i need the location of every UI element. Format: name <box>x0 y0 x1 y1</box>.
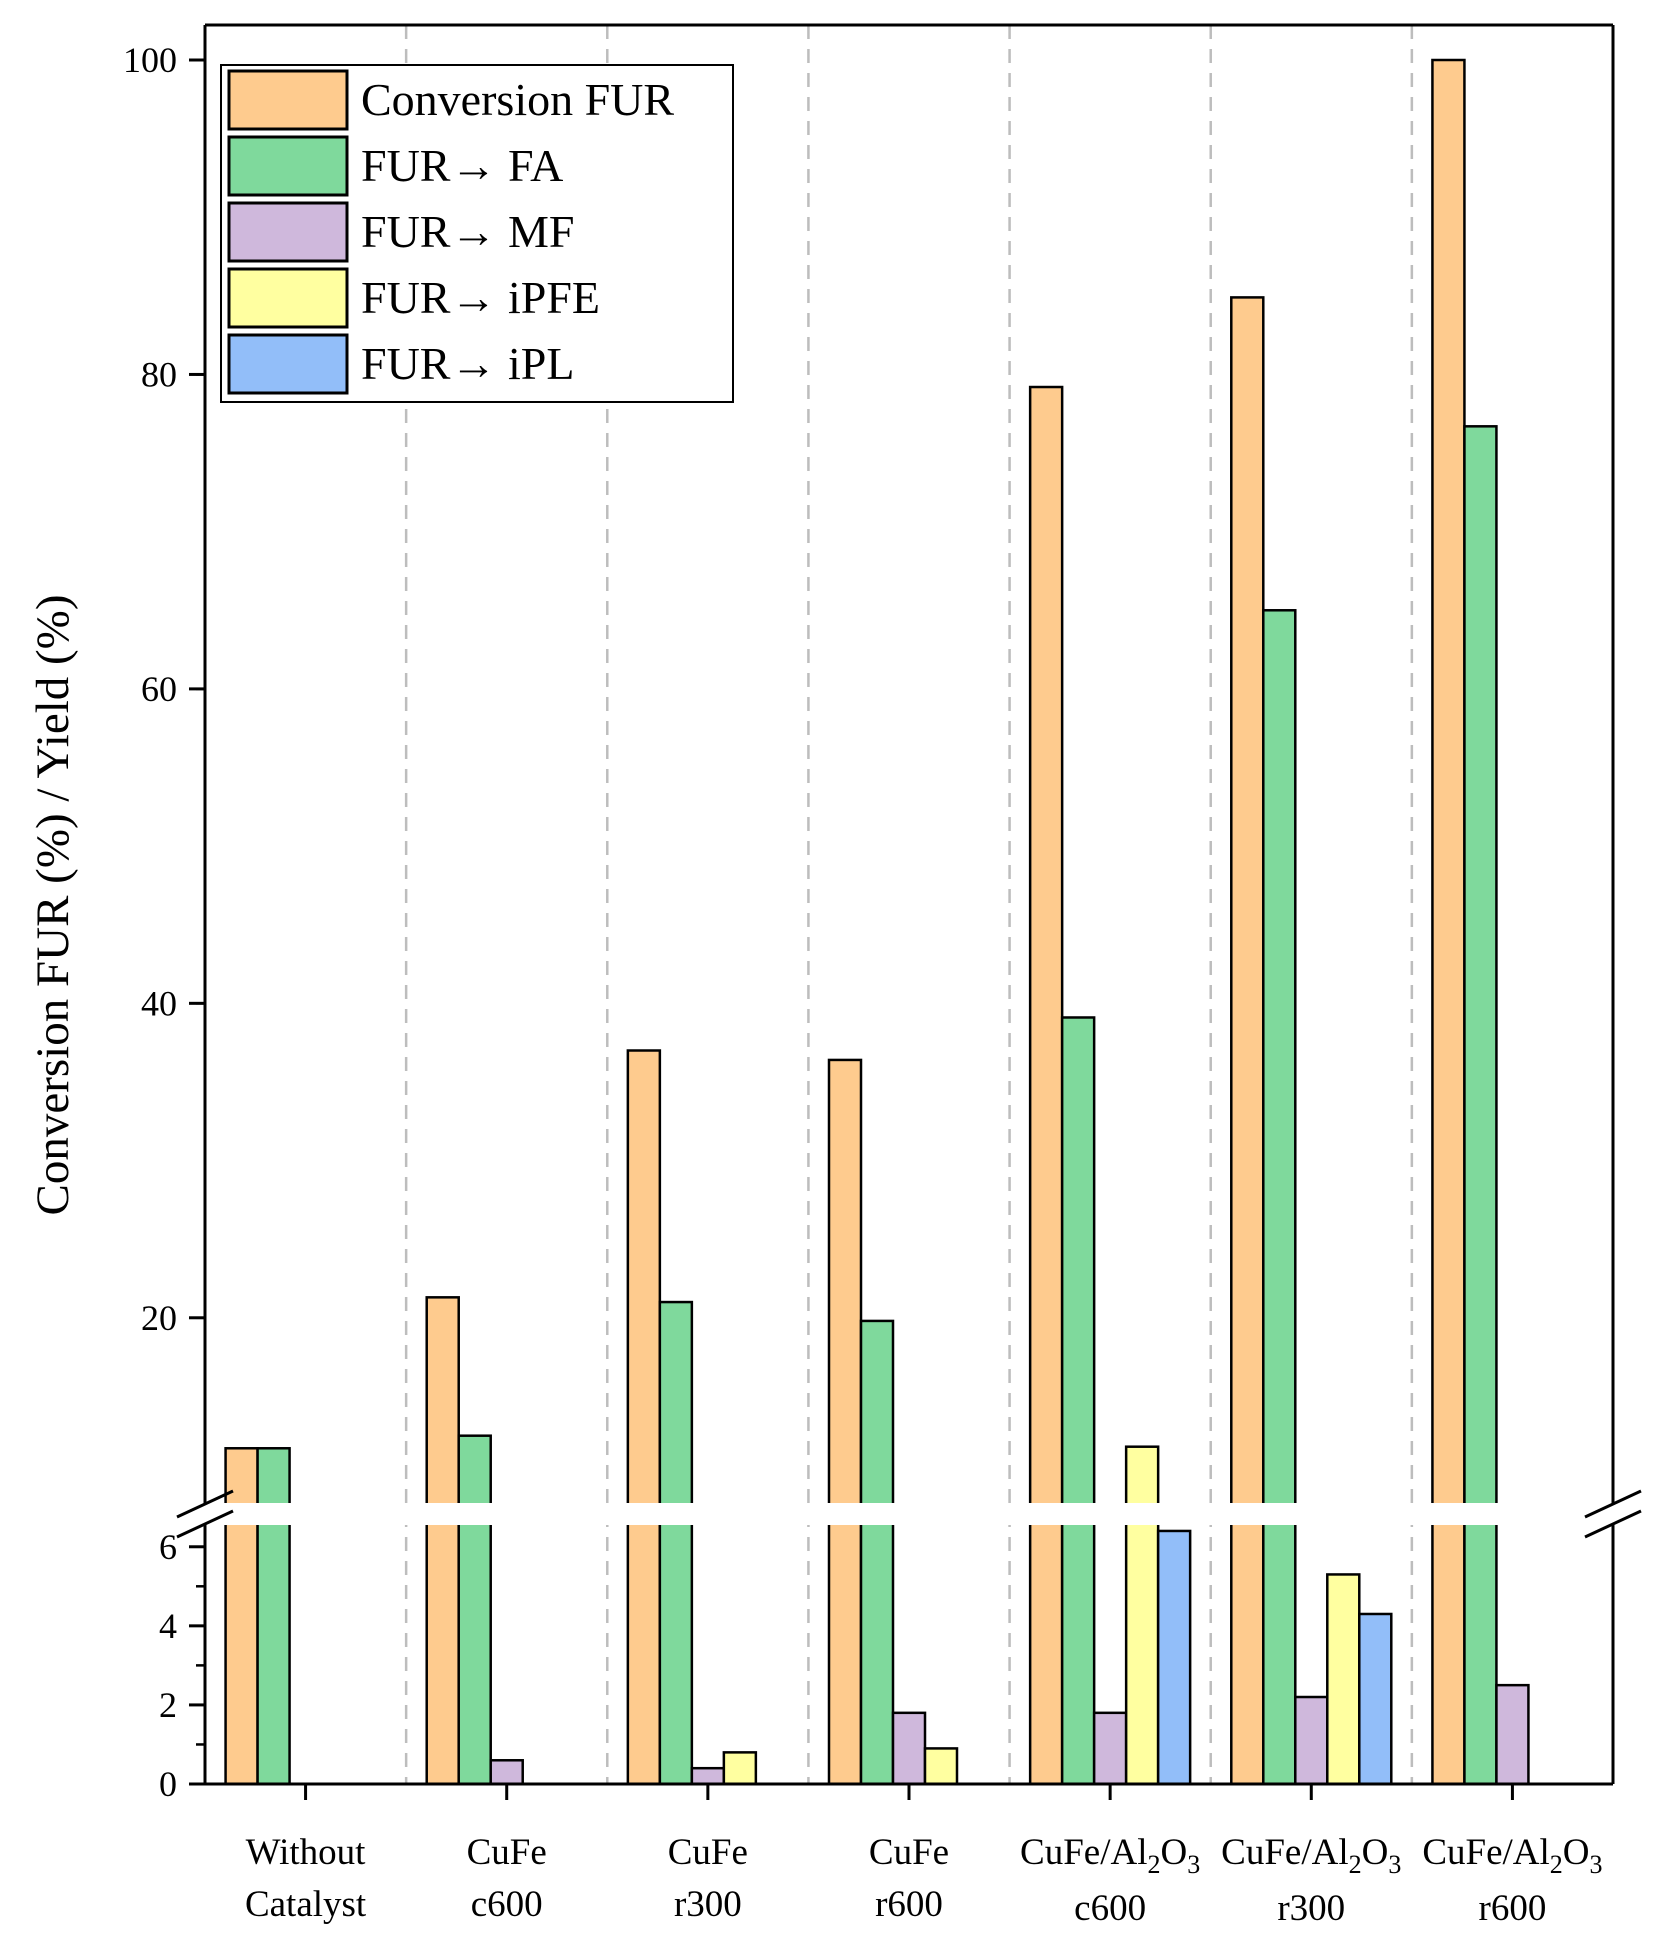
axis-break-gap <box>135 1503 1662 1525</box>
bar-fur-ipl-4 <box>1156 1529 1192 1786</box>
bar-fur-fa-2 <box>658 1300 694 1786</box>
bar-fur-ipl-5 <box>1358 1612 1393 1786</box>
legend-swatch-fur-mf <box>227 201 349 263</box>
bar-fur-mf-6 <box>1495 1683 1530 1786</box>
legend-swatch-fur-ipfe <box>227 267 349 329</box>
x-tick-label-line1: CuFe <box>668 1832 748 1873</box>
bar-fur-mf-2 <box>690 1766 726 1786</box>
bar-fur-mf-3 <box>891 1711 927 1786</box>
x-axis-labels: Without Catalyst CuFe c600 CuFe r300 CuFe r600 C… <box>245 1784 1603 1929</box>
x-tick-label-line2: c600 <box>471 1884 543 1925</box>
bar-conversion-fur-4 <box>1028 385 1064 1786</box>
x-tick-label-line1: CuFe/Al2O3 <box>1422 1832 1602 1879</box>
bar-conversion-fur-2 <box>626 1049 662 1786</box>
legend-label-fur-ipfe: FUR→ iPFE <box>361 272 600 323</box>
bar-fur-mf-5 <box>1294 1695 1329 1786</box>
y-tick-label: 40 <box>141 983 177 1023</box>
x-tick-label-line1: CuFe/Al2O3 <box>1020 1832 1200 1879</box>
legend-label-fur-mf: FUR→ MF <box>361 206 574 257</box>
bar-fur-ipfe-2 <box>722 1751 758 1786</box>
bar-conversion-fur-6 <box>1431 58 1466 1786</box>
x-tick-label-line1: CuFe/Al2O3 <box>1221 1832 1401 1879</box>
bar-fur-ipfe-3 <box>923 1747 959 1786</box>
bar-conversion-fur-0 <box>224 1447 259 1786</box>
bar-conversion-fur-5 <box>1230 296 1265 1786</box>
legend-swatch-conversion-fur <box>227 69 349 131</box>
x-tick-label-line2: r300 <box>674 1884 742 1925</box>
x-tick-label-line2: c600 <box>1074 1888 1146 1929</box>
y-tick-label: 0 <box>159 1764 177 1804</box>
plot-frame <box>176 23 1642 1786</box>
legend-label-fur-fa: FUR→ FA <box>361 140 563 191</box>
x-tick-label-line1: CuFe <box>467 1832 547 1873</box>
break-mark-left-upper <box>176 1489 234 1519</box>
y-tick-label: 2 <box>159 1685 177 1725</box>
x-tick-label-line1: CuFe <box>869 1832 949 1873</box>
bar-conversion-fur-1 <box>425 1296 460 1786</box>
legend-label-conversion-fur: Conversion FUR <box>361 74 674 125</box>
x-tick-label-line2: r600 <box>875 1884 943 1925</box>
bar-fur-fa-5 <box>1262 609 1297 1786</box>
bar-fur-ipfe-4 <box>1124 1445 1160 1786</box>
x-tick-label-line2: r300 <box>1277 1888 1345 1929</box>
y-tick-label: 6 <box>159 1527 177 1567</box>
x-tick-label-line2: Catalyst <box>245 1884 367 1925</box>
x-tick-label-line1: Without <box>246 1832 367 1873</box>
y-tick-label: 100 <box>123 40 177 80</box>
break-mark-right-upper <box>1584 1489 1642 1519</box>
y-tick-label: 60 <box>141 669 177 709</box>
bar-fur-mf-4 <box>1092 1711 1128 1786</box>
bar-fur-mf-1 <box>489 1759 524 1786</box>
break-mark-right-lower <box>1584 1509 1642 1539</box>
bar-fur-fa-4 <box>1060 1016 1096 1786</box>
y-tick-label: 4 <box>159 1606 177 1646</box>
x-tick-label-line2: r600 <box>1479 1888 1547 1929</box>
legend-swatch-fur-fa <box>227 135 349 197</box>
y-tick-label: 80 <box>141 354 177 394</box>
bar-fur-fa-3 <box>859 1319 895 1786</box>
legend: Conversion FUR FUR→ FA FUR→ MF FUR→ iPFE FUR… <box>220 64 734 403</box>
bar-conversion-fur-3 <box>827 1058 863 1786</box>
bar-fur-ipfe-5 <box>1326 1573 1361 1786</box>
y-tick-label: 20 <box>141 1298 177 1338</box>
axis-break-band <box>135 1503 1662 1525</box>
bar-fur-fa-1 <box>457 1434 492 1786</box>
bar-fur-fa-6 <box>1463 425 1498 1786</box>
legend-swatch-fur-ipl <box>227 333 349 395</box>
y-axis-label: Conversion FUR (%) / Yield (%) <box>27 595 79 1216</box>
bar-fur-fa-0 <box>256 1447 291 1786</box>
break-mark-left-lower <box>176 1509 234 1539</box>
legend-label-fur-ipl: FUR→ iPL <box>361 338 574 389</box>
y-axis-ticks: 20 40 60 80 100 0 2 4 6 <box>123 40 205 1804</box>
